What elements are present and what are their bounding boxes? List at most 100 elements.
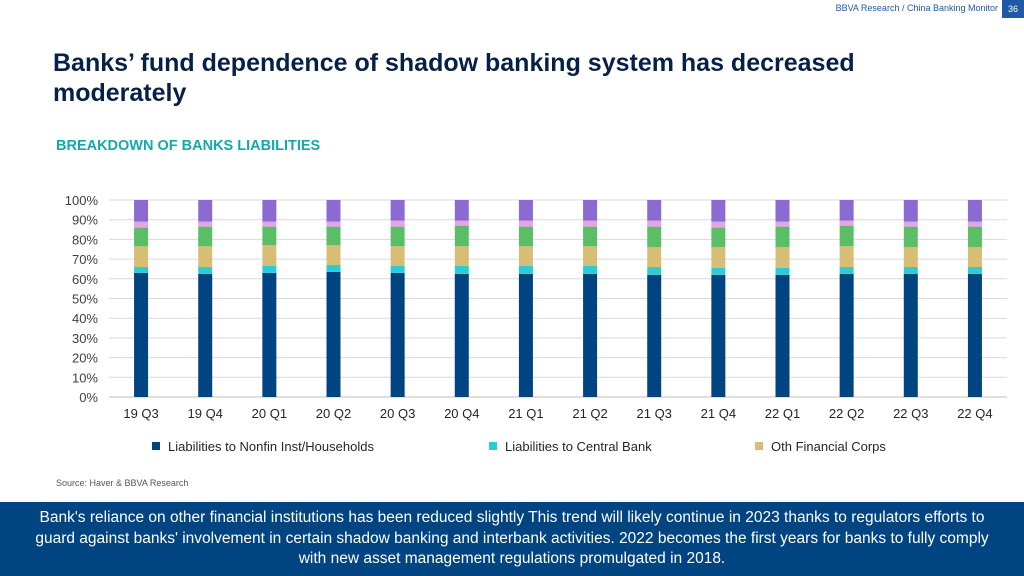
bar-segment [839,220,854,226]
bar-segment [198,246,213,267]
bar-segment [647,200,662,221]
bar-segment [775,226,790,248]
bar-segment [647,247,662,267]
x-tick-label: 20 Q4 [444,406,479,421]
header-note: BBVA Research / China Banking Monitor [835,3,998,13]
bar-segment [839,266,854,274]
x-tick-label: 22 Q2 [829,406,864,421]
bar-segment [454,200,469,221]
bar-segment [390,265,405,273]
bar-segment [262,226,277,246]
bar-segment [583,200,598,221]
bar-segment [262,272,277,397]
y-tick-label: 10% [72,370,98,385]
bar-segment [262,245,277,266]
bar-segment [518,220,533,227]
bar-segment [711,247,726,268]
legend-swatch [755,442,763,450]
y-tick-label: 60% [72,272,98,287]
bar-segment [839,225,854,247]
bar-segment [647,226,662,248]
y-tick-label: 90% [72,213,98,228]
bar-segment [198,221,213,227]
bar-segment [775,267,790,275]
bar-segment [518,246,533,266]
x-tick-label: 20 Q2 [316,406,351,421]
bar-segment [583,265,598,274]
bar-segment [390,220,405,227]
bar-segment [711,200,726,222]
footer-text: Bank's reliance on other financial insti… [35,509,989,568]
bar-segment [326,221,341,227]
source-note: Source: Haver & BBVA Research [56,478,189,488]
x-tick-label: 19 Q4 [188,406,223,421]
bar-segment [903,200,918,222]
bar-segment [647,274,662,397]
bar-segment [454,220,469,226]
bar-segment [454,246,469,266]
stacked-bar-chart: 0% 10% 20% 30% 40% 50% 60% 70% 80% 90% 100% 19 Q3 19… [65,193,1007,454]
bar-segment [518,265,533,274]
legend-label: Liabilities to Central Bank [505,439,652,454]
legend-label: Liabilities to Nonfin Inst/Households [168,439,374,454]
bar-segment [711,267,726,275]
bar-segment [839,200,854,221]
bar-segment [390,246,405,266]
bar-segment [134,246,149,267]
bar-segment [647,266,662,275]
x-tick-label: 22 Q1 [765,406,800,421]
bar-segment [262,221,277,227]
y-tick-label: 0% [79,390,98,405]
bar-segment [775,247,790,268]
bar-segment [326,271,341,397]
legend-label: Oth Financial Corps [771,439,886,454]
bar-segment [775,200,790,222]
y-tick-label: 100% [65,193,99,208]
bar-segment [967,266,982,274]
bar-segment [518,273,533,397]
bar-segment [518,226,533,247]
bar-segment [262,265,277,273]
x-tick-label: 21 Q2 [572,406,607,421]
chart-subtitle: BREAKDOWN OF BANKS LIABILITIES [56,138,321,154]
bar-segment [134,266,149,273]
y-tick-label: 30% [72,331,98,346]
footer-banner: Bank's reliance on other financial insti… [0,502,1024,576]
bar-segment [583,273,598,397]
y-tick-label: 40% [72,311,98,326]
bar-segment [198,273,213,397]
y-tick-label: 50% [72,292,98,307]
bar-segment [967,247,982,267]
bar-segment [326,245,341,266]
bar-segment [839,273,854,397]
bar-segment [839,246,854,267]
bar-segment [198,200,213,222]
x-tick-label: 19 Q3 [123,406,158,421]
bar-segment [583,226,598,247]
bar-segment [711,227,726,248]
bar-segment [967,273,982,397]
bar-segment [903,273,918,397]
x-tick-label: 21 Q1 [508,406,543,421]
bar-segment [198,266,213,274]
bar-segment [390,226,405,247]
bar-segment [326,200,341,222]
x-tick-label: 21 Q4 [701,406,736,421]
page-number: 36 [1002,0,1024,18]
bar-segment [903,221,918,227]
bar-segment [134,227,149,247]
bar-segment [903,247,918,267]
bar-segment [134,272,149,397]
bar-segment [711,221,726,228]
x-tick-label: 21 Q3 [637,406,672,421]
bar-segment [647,220,662,227]
bar-segment [711,274,726,397]
bar-segment [454,273,469,397]
y-tick-label: 20% [72,351,98,366]
bar-segment [198,226,213,247]
x-tick-label: 22 Q3 [893,406,928,421]
bar-segment [903,266,918,274]
bar-segment [967,226,982,248]
bar-segment [454,265,469,274]
bar-segment [775,274,790,397]
